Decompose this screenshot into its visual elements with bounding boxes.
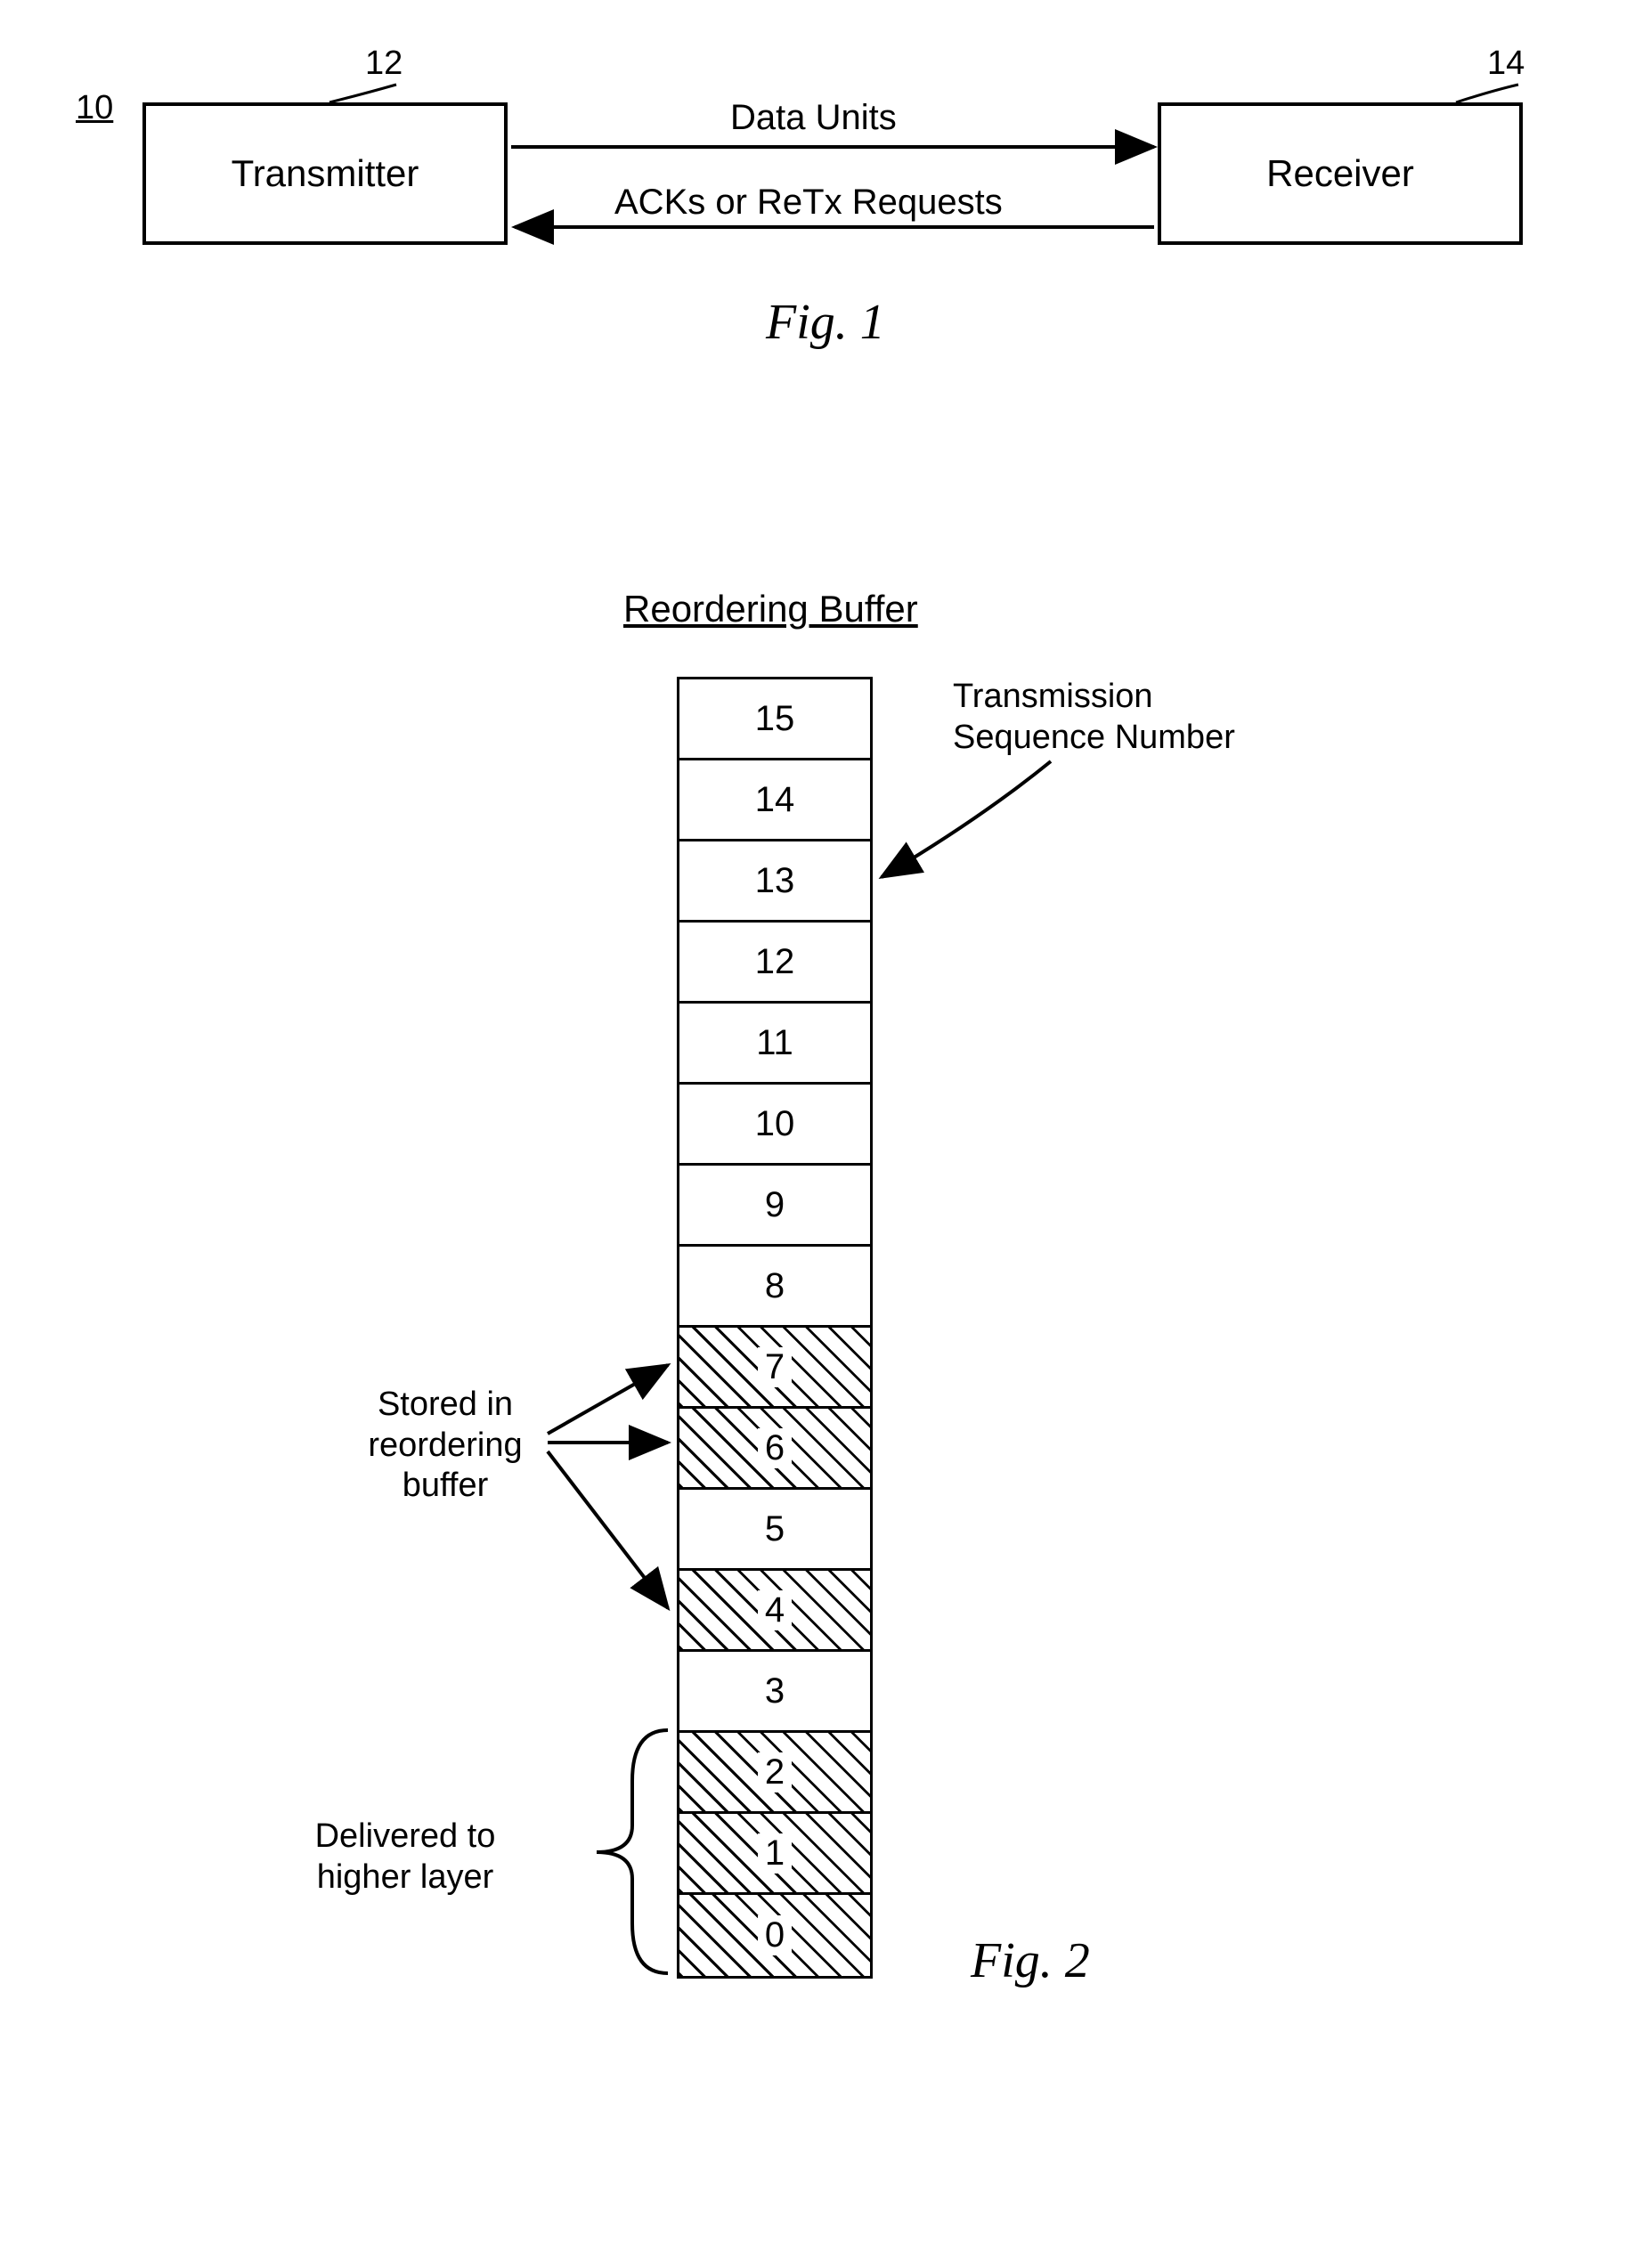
svg-overlay — [36, 36, 1615, 2232]
page: 10 Transmitter Receiver 12 14 Data Units… — [36, 36, 1615, 2232]
